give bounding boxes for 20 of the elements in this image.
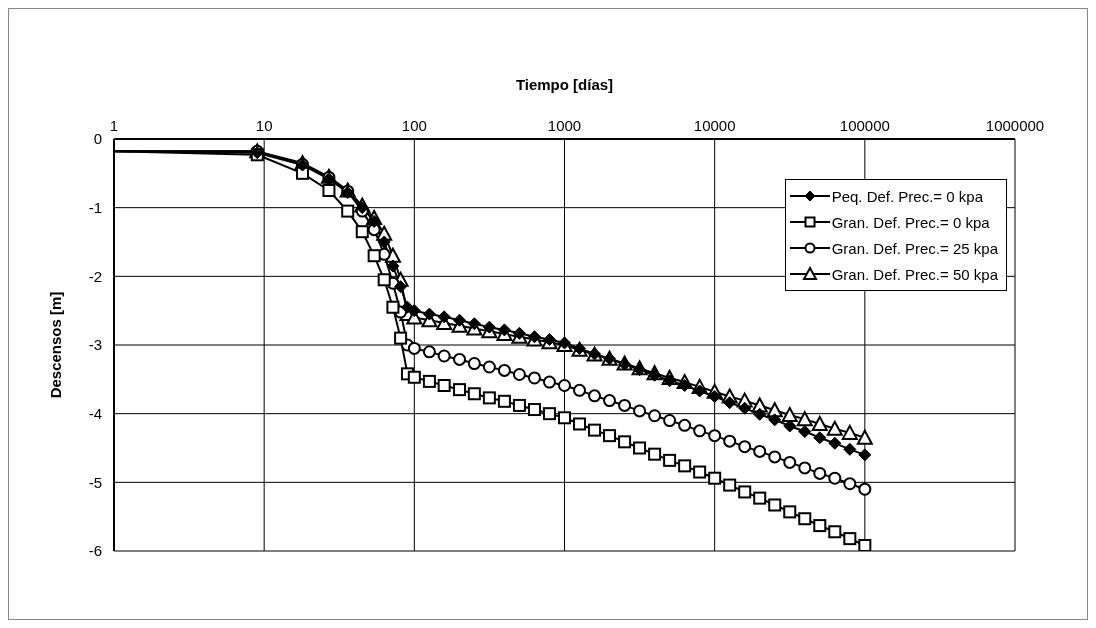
legend-label: Gran. Def. Prec.= 0 kpa [831,213,990,231]
y-tick-label: -1 [88,198,102,216]
y-tick-label: -6 [88,542,102,560]
x-axis-title: Tiempo [días] [515,75,614,93]
y-tick-label: -2 [88,267,102,285]
legend-label: Gran. Def. Prec.= 50 kpa [831,265,998,283]
y-tick-label: -4 [88,404,102,422]
x-tick-label: 1 [109,117,119,134]
x-tick-label: 1000 [547,117,582,134]
legend-label: Gran. Def. Prec.= 25 kpa [831,239,998,257]
x-tick-label: 100000 [839,117,890,134]
y-tick-label: 0 [93,130,102,148]
x-tick-label: 100 [401,117,427,134]
y-tick-label: -5 [88,473,102,491]
y-tick-label: -3 [88,336,102,354]
legend-label: Peq. Def. Prec.= 0 kpa [831,187,983,205]
x-tick-label: 10 [255,117,273,134]
x-tick-label: 1000000 [985,117,1045,134]
x-tick-label: 10000 [693,117,736,134]
y-axis-title: Descensos [m] [47,291,65,399]
